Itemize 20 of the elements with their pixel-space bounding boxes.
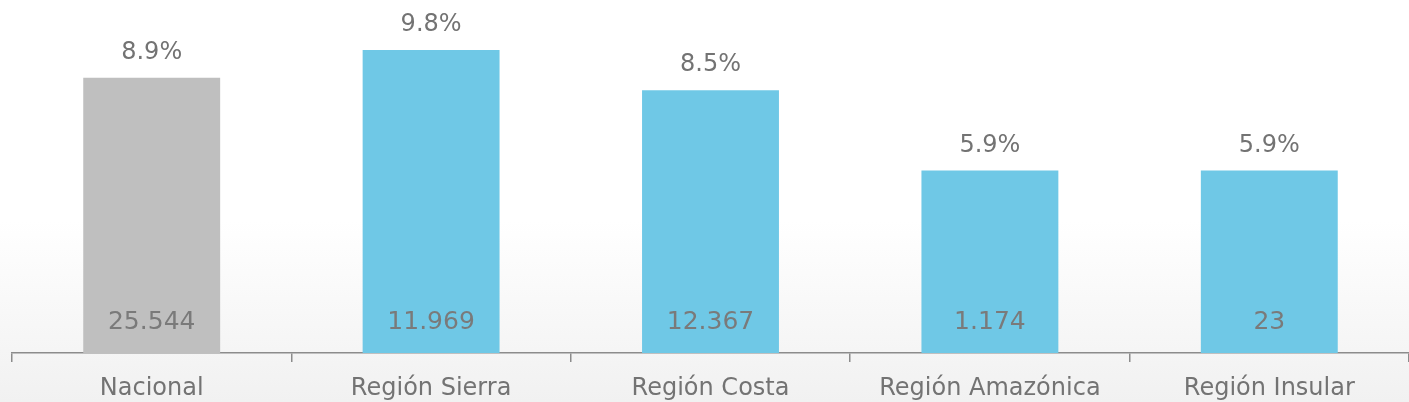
bar <box>642 90 779 353</box>
x-tick-label: Nacional <box>99 372 204 401</box>
annotation: 12.367 <box>666 305 755 335</box>
annotation: 23 <box>1253 305 1286 335</box>
annotation: 11.969 <box>387 305 475 335</box>
data-label: 8.9% <box>121 37 183 66</box>
data-label: 5.9% <box>959 129 1021 158</box>
data-label: 5.9% <box>1238 129 1300 158</box>
data-label: 8.5% <box>680 49 741 78</box>
data-label: 9.8% <box>400 9 462 38</box>
annotation: 1.174 <box>954 305 1026 335</box>
x-tick-label: Región Costa <box>631 372 790 401</box>
bar <box>921 170 1059 353</box>
bar <box>83 77 221 353</box>
bar <box>1200 170 1338 353</box>
x-tick-label: Región Sierra <box>350 372 512 401</box>
x-tick-label: Región Insular <box>1183 372 1355 401</box>
annotation: 25.544 <box>107 305 196 335</box>
bar <box>362 49 500 353</box>
x-tick-label: Región Amazónica <box>879 372 1101 401</box>
